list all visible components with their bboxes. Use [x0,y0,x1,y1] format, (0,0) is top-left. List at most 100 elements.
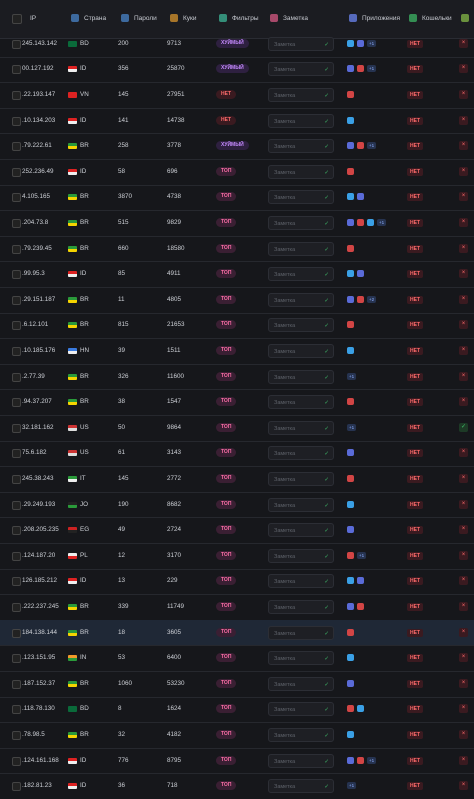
status-icon[interactable]: × [459,397,468,407]
note-input[interactable]: Заметка ✓ [268,318,334,333]
table-row[interactable]: .94.37.207 BR 38 1547 ТОП Заметка ✓ НЕТ × [0,389,474,416]
table-row[interactable]: .222.237.245 BR 339 11749 ТОП Заметка ✓ НЕТ × [0,594,474,621]
row-checkbox[interactable] [12,193,21,203]
row-checkbox[interactable] [12,218,21,228]
row-checkbox[interactable] [12,39,21,49]
note-input[interactable]: Заметка ✓ [268,702,334,717]
row-checkbox[interactable] [12,654,21,664]
status-icon[interactable]: × [459,525,468,535]
status-icon[interactable]: × [459,89,468,99]
table-row[interactable]: .29.151.187 BR 11 4805 ТОП Заметка ✓ +2 НЕТ × [0,287,474,314]
note-input[interactable]: Заметка ✓ [268,369,334,384]
status-icon[interactable]: × [459,448,468,458]
note-input[interactable]: Заметка ✓ [268,62,334,77]
column-header[interactable]: Фильтры [232,15,259,22]
table-row[interactable]: .208.205.235 EG 49 2724 ТОП Заметка ✓ НЕТ × [0,517,474,544]
table-row[interactable]: 75.6.182 US 61 3143 ТОП Заметка ✓ НЕТ × [0,441,474,468]
note-input[interactable]: Заметка ✓ [268,471,334,486]
table-row[interactable]: .22.193.147 VN 145 27951 НЕТ Заметка ✓ НЕТ × [0,82,474,109]
note-input[interactable]: Заметка ✓ [268,727,334,742]
column-header[interactable]: Куки [183,15,197,22]
column-header[interactable]: Кошельки [422,15,452,22]
note-input[interactable]: Заметка ✓ [268,625,334,640]
table-row[interactable]: .10.134.203 ID 141 14738 НЕТ Заметка ✓ НЕТ × [0,108,474,135]
status-icon[interactable]: × [459,473,468,483]
row-checkbox[interactable] [12,346,21,356]
note-input[interactable]: Заметка ✓ [268,190,334,205]
table-row[interactable]: .99.95.3 ID 85 4911 ТОП Заметка ✓ НЕТ × [0,261,474,288]
table-row[interactable]: .6.12.101 BR 815 21653 ТОП Заметка ✓ НЕТ × [0,313,474,340]
column-header[interactable]: IP [30,15,37,22]
table-row[interactable]: .204.73.8 BR 515 9829 ТОП Заметка ✓ +1 НЕТ × [0,210,474,237]
note-input[interactable]: Заметка ✓ [268,292,334,307]
note-input[interactable]: Заметка ✓ [268,420,334,435]
table-row[interactable]: .118.78.130 BD 8 1624 ТОП Заметка ✓ НЕТ × [0,697,474,724]
note-input[interactable]: Заметка ✓ [268,395,334,410]
note-input[interactable]: Заметка ✓ [268,343,334,358]
row-checkbox[interactable] [12,244,21,254]
status-icon[interactable]: × [459,192,468,202]
note-input[interactable]: Заметка ✓ [268,497,334,512]
select-all[interactable] [12,14,22,24]
table-row[interactable]: 4.105.165 BR 3870 4738 ТОП Заметка ✓ НЕТ × [0,185,474,212]
status-icon[interactable]: × [459,499,468,509]
table-row[interactable]: .2.77.39 BR 326 11600 ТОП Заметка ✓ +1 НЕТ × [0,364,474,391]
table-row[interactable]: 32.181.162 US 50 9864 ТОП Заметка ✓ +1 НЕТ ✓ [0,415,474,442]
status-icon[interactable]: × [459,166,468,176]
table-row[interactable]: .182.81.23 ID 36 718 ТОП Заметка ✓ +1 НЕТ × [0,773,474,799]
status-icon[interactable]: × [459,345,468,355]
note-input[interactable]: Заметка ✓ [268,215,334,230]
table-row[interactable]: 184.138.144 BR 18 3605 ТОП Заметка ✓ НЕТ × [0,619,474,647]
status-icon[interactable]: × [459,653,468,663]
row-checkbox[interactable] [12,449,21,459]
note-input[interactable]: Заметка ✓ [268,164,334,179]
status-icon[interactable]: × [459,371,468,381]
row-checkbox[interactable] [12,116,21,126]
table-row[interactable]: .78.98.5 BR 32 4182 ТОП Заметка ✓ НЕТ × [0,722,474,749]
row-checkbox[interactable] [12,398,21,408]
table-row[interactable]: 126.185.212 ID 13 229 ТОП Заметка ✓ НЕТ × [0,569,474,596]
status-icon[interactable]: × [459,550,468,560]
row-checkbox[interactable] [12,500,21,510]
note-input[interactable]: Заметка ✓ [268,779,334,794]
row-checkbox[interactable] [12,577,21,587]
note-input[interactable]: Заметка ✓ [268,599,334,614]
table-row[interactable]: .79.222.61 BR 258 3778 ХУЙМЫЙ Заметка ✓ +1 НЕТ × [0,133,474,160]
status-icon[interactable]: × [459,243,468,253]
row-checkbox[interactable] [12,142,21,152]
note-input[interactable]: Заметка ✓ [268,113,334,128]
status-icon[interactable]: × [459,294,468,304]
row-checkbox[interactable] [12,602,21,612]
table-row[interactable]: 252.236.49 ID 58 696 ТОП Заметка ✓ НЕТ × [0,159,474,186]
status-icon[interactable]: × [459,217,468,227]
status-icon[interactable]: × [459,269,468,279]
status-icon[interactable]: × [459,38,468,48]
column-header[interactable]: Пароли [134,15,157,22]
status-icon[interactable]: × [459,755,468,765]
row-checkbox[interactable] [12,167,21,177]
note-input[interactable]: Заметка ✓ [268,753,334,768]
row-checkbox[interactable] [12,679,21,689]
note-input[interactable]: Заметка ✓ [268,267,334,282]
status-icon[interactable]: × [459,576,468,586]
note-input[interactable]: Заметка ✓ [268,446,334,461]
table-row[interactable]: .79.239.45 BR 660 18580 ТОП Заметка ✓ НЕТ × [0,236,474,263]
row-checkbox[interactable] [12,526,21,536]
row-checkbox[interactable] [12,321,21,331]
row-checkbox[interactable] [12,551,21,561]
note-input[interactable]: Заметка ✓ [268,548,334,563]
status-icon[interactable]: × [459,320,468,330]
note-input[interactable]: Заметка ✓ [268,241,334,256]
row-checkbox[interactable] [12,730,21,740]
note-input[interactable]: Заметка ✓ [268,676,334,691]
status-icon[interactable]: × [459,781,468,791]
table-row[interactable]: .124.161.168 ID 776 8795 ТОП Заметка ✓ +1 НЕТ × [0,748,474,775]
note-input[interactable]: Заметка ✓ [268,139,334,154]
row-checkbox[interactable] [12,295,21,305]
column-header[interactable]: Приложения [362,15,401,22]
table-row[interactable]: 245.143.142 BD 200 9713 ХУЙМЫЙ Заметка ✓ +1 НЕТ × [0,31,474,58]
status-icon[interactable]: × [459,704,468,714]
table-row[interactable]: .29.249.193 JO 190 8682 ТОП Заметка ✓ НЕТ × [0,492,474,519]
table-row[interactable]: .187.152.37 BR 1060 53230 ТОП Заметка ✓ НЕТ × [0,671,474,698]
note-input[interactable]: Заметка ✓ [268,574,334,589]
